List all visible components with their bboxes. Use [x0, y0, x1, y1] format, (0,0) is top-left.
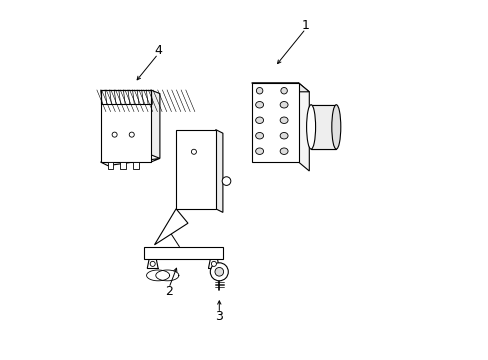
Circle shape [112, 132, 117, 137]
Polygon shape [298, 83, 309, 171]
Ellipse shape [255, 148, 263, 154]
Text: 3: 3 [215, 310, 223, 323]
Circle shape [129, 132, 134, 137]
Text: 1: 1 [301, 19, 309, 32]
Polygon shape [151, 90, 160, 158]
Bar [251, 83, 298, 162]
Circle shape [211, 261, 216, 266]
Circle shape [215, 267, 223, 276]
Ellipse shape [280, 148, 287, 154]
Bar [120, 162, 126, 169]
Polygon shape [215, 130, 223, 212]
Bar [143, 247, 223, 259]
Ellipse shape [280, 132, 287, 139]
Bar [133, 162, 139, 169]
Polygon shape [101, 158, 160, 166]
Circle shape [210, 263, 228, 281]
Text: 4: 4 [154, 44, 162, 57]
Ellipse shape [306, 105, 315, 149]
Circle shape [150, 261, 155, 266]
Circle shape [256, 87, 263, 94]
Ellipse shape [255, 132, 263, 139]
Ellipse shape [255, 102, 263, 108]
Ellipse shape [280, 117, 287, 123]
Bar [107, 162, 113, 169]
Polygon shape [251, 83, 309, 92]
Ellipse shape [280, 102, 287, 108]
Polygon shape [154, 209, 187, 245]
Text: 2: 2 [164, 285, 172, 298]
Ellipse shape [331, 105, 340, 149]
Polygon shape [101, 90, 151, 162]
Bar [101, 90, 151, 104]
Circle shape [280, 87, 287, 94]
Bar [176, 130, 215, 209]
Ellipse shape [255, 117, 263, 123]
Circle shape [191, 149, 196, 154]
Bar [310, 105, 336, 149]
Circle shape [222, 177, 230, 185]
